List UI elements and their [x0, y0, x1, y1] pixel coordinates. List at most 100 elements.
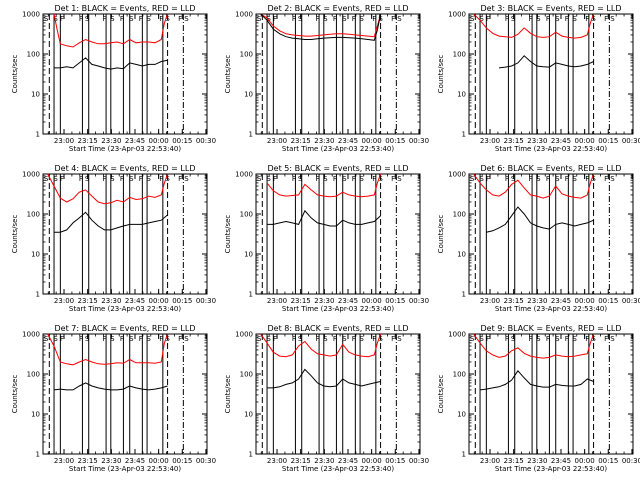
y-tick-label: 1000	[22, 331, 40, 339]
x-tick-label: 00:00	[362, 137, 382, 145]
saa-marker: S	[298, 15, 303, 23]
y-tick-label: 10	[31, 411, 40, 419]
saa-marker: F	[315, 175, 319, 183]
saa-marker: S	[184, 175, 189, 183]
x-tick-label: 23:00	[480, 137, 500, 145]
y-tick-label: 100	[240, 211, 253, 219]
x-tick-label: 00:15	[385, 297, 405, 305]
x-axis-label: Start Time (23-Apr-03 22:53:40)	[69, 305, 181, 313]
y-tick-label: 10	[244, 91, 253, 99]
saa-marker: F	[315, 15, 319, 23]
saa-marker: F	[102, 335, 106, 343]
x-tick-label: 00:30	[196, 137, 216, 145]
x-tick-label: 23:30	[527, 457, 547, 465]
panel-title: Det 9: BLACK = Events, RED = LLD	[481, 324, 622, 333]
y-tick-label: 10	[31, 91, 40, 99]
y-tick-label: 1	[462, 131, 466, 139]
x-tick-label: 23:45	[338, 457, 358, 465]
y-tick-label: 10	[244, 411, 253, 419]
x-axis-label: Start Time (23-Apr-03 22:53:40)	[495, 465, 607, 473]
x-tick-label: 00:15	[172, 457, 192, 465]
saa-marker: S	[511, 15, 516, 23]
saa-marker: S	[378, 175, 383, 183]
y-axis-label: Counts/sec	[224, 375, 232, 414]
saa-marker: S	[511, 335, 516, 343]
series-line-lld	[473, 333, 595, 359]
saa-marker: F	[352, 15, 356, 23]
saa-marker: S	[257, 175, 262, 183]
x-axis-label: Start Time (23-Apr-03 22:53:40)	[495, 305, 607, 313]
x-tick-label: 00:00	[149, 457, 169, 465]
saa-marker: F	[178, 15, 182, 23]
saa-marker: F	[505, 175, 509, 183]
saa-marker: F	[585, 15, 589, 23]
x-tick-label: 00:15	[598, 297, 618, 305]
saa-marker: S	[129, 335, 134, 343]
x-axis-label: Start Time (23-Apr-03 22:53:40)	[282, 305, 394, 313]
x-tick-label: 00:00	[575, 137, 595, 145]
saa-marker: F	[79, 175, 83, 183]
series-line-events	[486, 206, 594, 233]
saa-marker: F	[565, 335, 569, 343]
saa-marker: S	[470, 175, 475, 183]
x-tick-label: 23:45	[338, 297, 358, 305]
saa-marker: F	[486, 335, 490, 343]
saa-marker: S	[53, 335, 58, 343]
panel-title: Det 1: BLACK = Events, RED = LLD	[55, 4, 196, 13]
saa-marker: S	[555, 175, 560, 183]
x-tick-label: 00:30	[622, 297, 640, 305]
saa-marker: S	[44, 15, 49, 23]
saa-marker: S	[266, 15, 271, 23]
saa-marker: F	[486, 15, 490, 23]
y-tick-label: 10	[31, 251, 40, 259]
saa-marker: F	[604, 175, 608, 183]
saa-marker: S	[44, 175, 49, 183]
saa-marker: S	[257, 15, 262, 23]
saa-marker: S	[257, 335, 262, 343]
y-tick-label: 10	[457, 411, 466, 419]
y-tick-label: 1000	[448, 171, 466, 179]
x-tick-label: 23:00	[267, 297, 287, 305]
saa-marker: S	[342, 15, 347, 23]
x-tick-label: 23:45	[551, 457, 571, 465]
x-tick-label: 23:00	[54, 457, 74, 465]
x-tick-label: 23:30	[101, 137, 121, 145]
y-axis-label: Counts/sec	[224, 55, 232, 94]
saa-marker: F	[139, 335, 143, 343]
y-axis-label: Counts/sec	[11, 375, 19, 414]
saa-marker: F	[528, 15, 532, 23]
y-tick-label: 1	[249, 291, 253, 299]
x-tick-label: 00:00	[362, 457, 382, 465]
detector-panel-1: Det 1: BLACK = Events, RED = LLD 1 10 100 10…	[11, 4, 216, 153]
panel-title: Det 2: BLACK = Events, RED = LLD	[268, 4, 409, 13]
saa-marker: S	[53, 175, 58, 183]
saa-marker: F	[352, 335, 356, 343]
detector-panel-7: Det 7: BLACK = Events, RED = LLD 1 10 100 10…	[11, 324, 216, 473]
panel-title: Det 3: BLACK = Events, RED = LLD	[481, 4, 622, 13]
saa-marker: F	[391, 15, 395, 23]
saa-marker: S	[378, 15, 383, 23]
saa-marker: F	[486, 175, 490, 183]
plot-frame	[42, 173, 208, 295]
x-axis-label: Start Time (23-Apr-03 22:53:40)	[282, 145, 394, 153]
saa-marker: F	[159, 175, 163, 183]
saa-marker: S	[184, 15, 189, 23]
saa-marker: F	[79, 335, 83, 343]
saa-marker: F	[120, 335, 124, 343]
saa-marker: S	[53, 15, 58, 23]
saa-marker: S	[323, 335, 328, 343]
saa-marker: S	[470, 15, 475, 23]
x-tick-label: 23:30	[101, 297, 121, 305]
series-line-lld	[473, 13, 595, 39]
y-tick-label: 100	[453, 371, 466, 379]
saa-marker: F	[565, 175, 569, 183]
series-line-lld	[260, 333, 382, 358]
x-tick-label: 23:30	[101, 457, 121, 465]
saa-marker: S	[555, 15, 560, 23]
x-tick-label: 00:15	[172, 137, 192, 145]
saa-marker: S	[572, 15, 577, 23]
plot-frame	[468, 333, 634, 455]
x-tick-label: 23:45	[125, 457, 145, 465]
x-tick-label: 00:00	[362, 297, 382, 305]
